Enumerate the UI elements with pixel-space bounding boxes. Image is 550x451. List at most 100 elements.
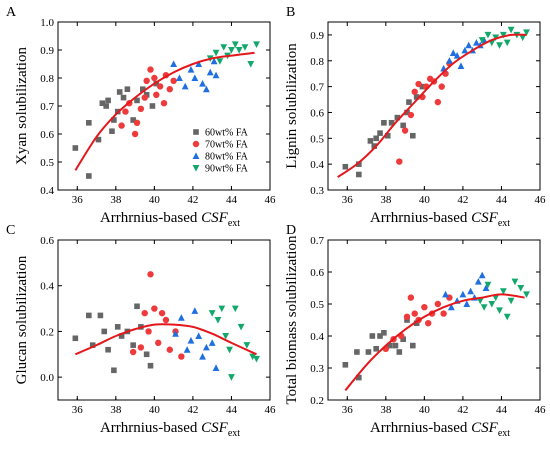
data-point-circle xyxy=(162,316,170,324)
data-point-triangle-up xyxy=(478,271,486,279)
data-point-circle xyxy=(156,83,164,90)
data-point-square xyxy=(86,173,92,179)
data-point-square xyxy=(356,171,362,178)
data-point-triangle-down xyxy=(484,281,492,289)
x-tick-label: 46 xyxy=(265,404,277,416)
data-point-triangle-down xyxy=(519,34,527,42)
data-point-square xyxy=(413,320,420,326)
data-point-square xyxy=(147,362,154,369)
data-point-triangle-up xyxy=(203,85,210,93)
legend-marker-triangle-down xyxy=(192,165,200,172)
data-point-square xyxy=(118,333,125,339)
data-point-square xyxy=(404,109,410,116)
data-point-triangle-down xyxy=(503,313,511,321)
data-point-triangle-up xyxy=(187,66,195,73)
data-point-triangle-up xyxy=(457,62,465,69)
y-tick-label: 0.0 xyxy=(40,372,54,384)
data-point-triangle-down xyxy=(499,31,507,39)
fit-curve xyxy=(74,323,257,356)
x-tick-label: 36 xyxy=(342,404,354,416)
data-point-triangle-down xyxy=(253,41,260,48)
data-point-triangle-up xyxy=(465,41,473,49)
plot-frame xyxy=(327,239,541,401)
data-point-circle xyxy=(122,108,129,115)
data-point-square xyxy=(134,303,140,310)
data-point-circle xyxy=(151,305,158,312)
data-point-triangle-down xyxy=(511,278,519,286)
y-tick-label: 0.4 xyxy=(310,159,324,171)
data-point-square xyxy=(406,99,412,105)
data-point-circle xyxy=(403,313,411,320)
data-point-triangle-down xyxy=(241,44,249,51)
y-tick-label: 0.6 xyxy=(40,235,54,247)
data-point-square xyxy=(72,335,79,342)
data-point-square xyxy=(86,312,92,319)
data-point-triangle-down xyxy=(218,305,226,313)
data-point-triangle-up xyxy=(191,307,199,314)
data-point-triangle-up xyxy=(177,314,185,321)
data-point-circle xyxy=(137,344,145,351)
y-tick-label: 1.0 xyxy=(40,17,54,29)
data-point-square xyxy=(153,80,160,87)
fit-curve xyxy=(74,51,255,171)
data-point-triangle-up xyxy=(208,339,216,346)
data-point-square xyxy=(86,120,92,126)
data-point-circle xyxy=(141,94,148,101)
x-tick-label: 38 xyxy=(380,194,392,206)
data-point-square xyxy=(72,145,79,151)
data-point-square xyxy=(99,100,106,106)
data-point-square xyxy=(111,367,117,374)
x-axis-title: Arrhrnius-based CSFext xyxy=(100,210,240,229)
data-point-triangle-down xyxy=(507,26,515,34)
y-tick-label: 0.2 xyxy=(310,395,324,407)
data-point-circle xyxy=(166,86,173,93)
data-point-triangle-down xyxy=(235,47,243,54)
data-point-triangle-up xyxy=(195,332,203,339)
fit-curve xyxy=(337,33,527,178)
data-point-triangle-down xyxy=(253,355,260,363)
x-tick-label: 44 xyxy=(226,404,238,416)
data-point-circle xyxy=(434,300,442,308)
data-point-square xyxy=(373,346,379,352)
data-point-square xyxy=(381,120,387,126)
y-tick-label: 0.5 xyxy=(310,299,324,311)
legend-label: 60wt% FA xyxy=(205,128,249,139)
legend-label: 90wt% FA xyxy=(205,164,249,175)
legend-label: 70wt% FA xyxy=(205,140,249,151)
data-point-square xyxy=(116,89,123,95)
panel-letter: D xyxy=(286,223,296,238)
data-point-triangle-down xyxy=(228,47,235,54)
data-point-square xyxy=(130,117,136,123)
data-point-circle xyxy=(143,77,150,85)
data-point-square xyxy=(392,342,399,349)
y-tick-label: 0.3 xyxy=(310,185,324,197)
x-tick-label: 42 xyxy=(187,404,198,416)
data-point-triangle-up xyxy=(467,287,475,295)
data-point-triangle-down xyxy=(220,44,228,51)
y-tick-label: 0.5 xyxy=(310,133,324,145)
data-point-triangle-down xyxy=(480,304,488,311)
data-point-circle xyxy=(434,98,442,106)
data-point-circle xyxy=(415,80,422,88)
x-tick-label: 38 xyxy=(380,404,392,416)
data-point-circle xyxy=(160,100,168,107)
data-point-triangle-up xyxy=(447,303,455,311)
data-point-square xyxy=(354,349,360,355)
panel-b: B 36 38 40 42 44 46 0.3 0.4 0.5 0.6 0.7 0.8 0.9 Arrhrn… xyxy=(284,5,546,229)
data-point-triangle-up xyxy=(172,330,179,337)
data-point-square xyxy=(105,97,111,104)
data-point-square xyxy=(373,135,379,142)
x-tick-label: 38 xyxy=(110,404,122,416)
data-point-triangle-up xyxy=(453,52,461,59)
data-point-circle xyxy=(166,346,173,353)
data-point-triangle-up xyxy=(203,343,210,351)
data-point-triangle-up xyxy=(176,74,183,81)
data-point-triangle-down xyxy=(478,37,486,44)
data-point-square xyxy=(365,349,372,355)
data-point-triangle-down xyxy=(492,294,500,302)
data-point-triangle-down xyxy=(237,323,245,331)
data-point-triangle-down xyxy=(488,301,496,308)
x-tick-label: 40 xyxy=(149,194,161,206)
data-point-triangle-up xyxy=(199,352,206,360)
